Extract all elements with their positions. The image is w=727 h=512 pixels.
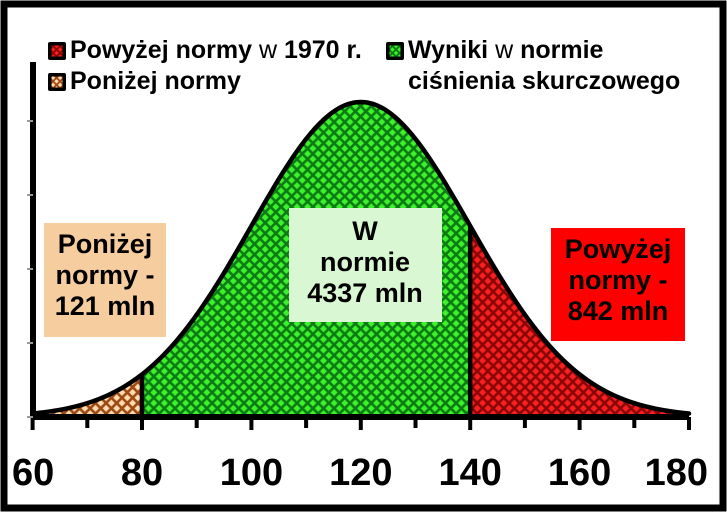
svg-text:normy -: normy - xyxy=(55,260,154,290)
svg-text:180: 180 xyxy=(645,452,708,494)
svg-text:100: 100 xyxy=(220,452,283,494)
svg-text:Powyżej: Powyżej xyxy=(565,234,672,264)
svg-text:4337 mln: 4337 mln xyxy=(307,278,423,308)
svg-text:160: 160 xyxy=(548,452,611,494)
svg-text:140: 140 xyxy=(438,452,501,494)
svg-text:normie: normie xyxy=(320,247,410,277)
svg-text:Poniżej normy: Poniżej normy xyxy=(70,67,241,95)
svg-text:Poniżej: Poniżej xyxy=(58,229,153,259)
svg-text:Wyniki w normie: Wyniki w normie xyxy=(408,36,604,64)
svg-text:120: 120 xyxy=(329,452,392,494)
svg-text:60: 60 xyxy=(12,452,54,494)
svg-text:W: W xyxy=(352,216,378,246)
svg-text:121 mln: 121 mln xyxy=(55,291,156,321)
svg-text:ciśnienia skurczowego: ciśnienia skurczowego xyxy=(408,67,680,95)
svg-text:80: 80 xyxy=(121,452,163,494)
svg-text:normy -: normy - xyxy=(568,265,667,295)
svg-text:842 mln: 842 mln xyxy=(568,296,669,326)
svg-text:Powyżej normy w 1970 r.: Powyżej normy w 1970 r. xyxy=(70,36,362,64)
